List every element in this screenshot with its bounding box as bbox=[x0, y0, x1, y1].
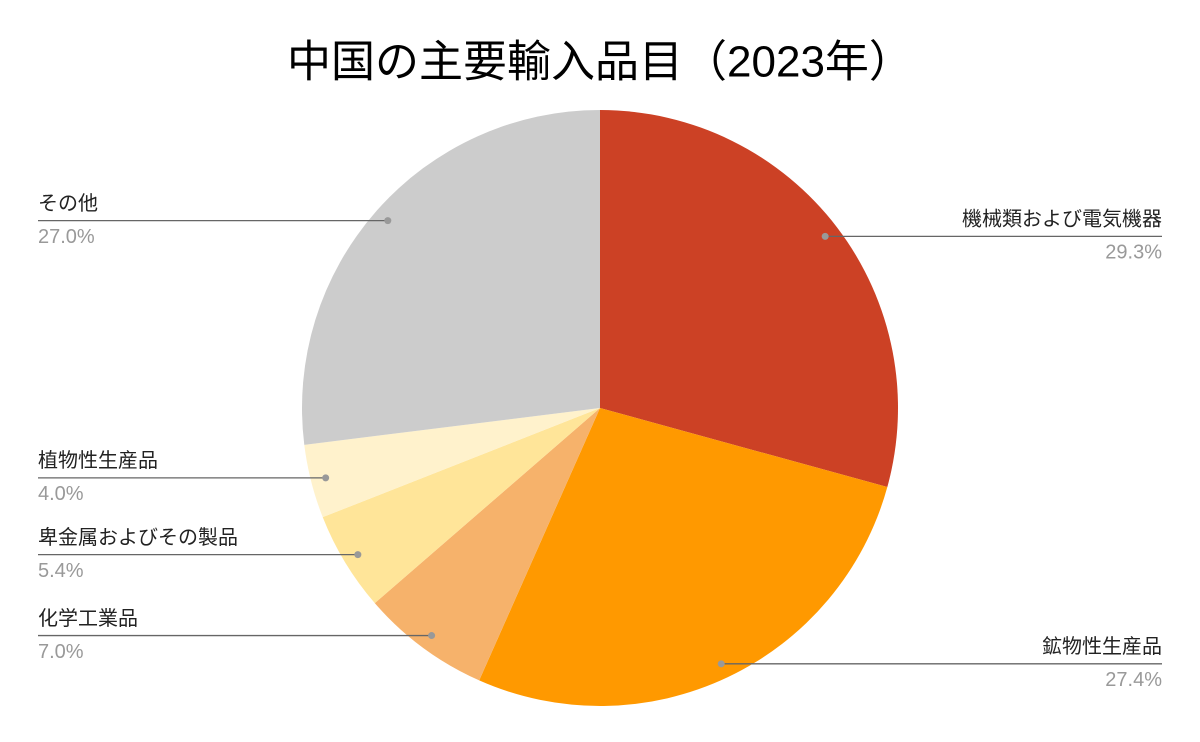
value-label: 27.4% bbox=[1105, 669, 1162, 691]
pie-slice bbox=[600, 110, 899, 488]
pie-slice bbox=[302, 110, 600, 445]
leader-dot bbox=[384, 217, 392, 225]
slice-label: 鉱物性生産品 bbox=[1042, 635, 1162, 658]
pie-slice bbox=[374, 408, 600, 681]
slice-label: 卑金属およびその製品 bbox=[38, 526, 238, 549]
value-label: 4.0% bbox=[38, 483, 84, 505]
chart-title: 中国の主要輸入品目（2023年） bbox=[287, 38, 913, 87]
slice-label: 化学工業品 bbox=[38, 607, 138, 630]
leader-dot bbox=[428, 632, 436, 640]
leader-dot bbox=[717, 660, 725, 668]
pie-slice bbox=[322, 408, 600, 604]
slice-label: その他 bbox=[38, 192, 98, 215]
value-label: 5.4% bbox=[38, 560, 84, 582]
pie-slice bbox=[479, 408, 888, 706]
leader-dot bbox=[354, 551, 362, 559]
value-label: 7.0% bbox=[38, 641, 84, 663]
leader-dot bbox=[322, 474, 330, 482]
pie-slice bbox=[304, 408, 600, 518]
slice-label: 植物性生産品 bbox=[38, 449, 158, 472]
slice-label: 機械類および電気機器 bbox=[962, 208, 1162, 231]
leader-dot bbox=[821, 232, 829, 240]
value-label: 29.3% bbox=[1105, 242, 1162, 264]
value-label: 27.0% bbox=[38, 226, 95, 248]
